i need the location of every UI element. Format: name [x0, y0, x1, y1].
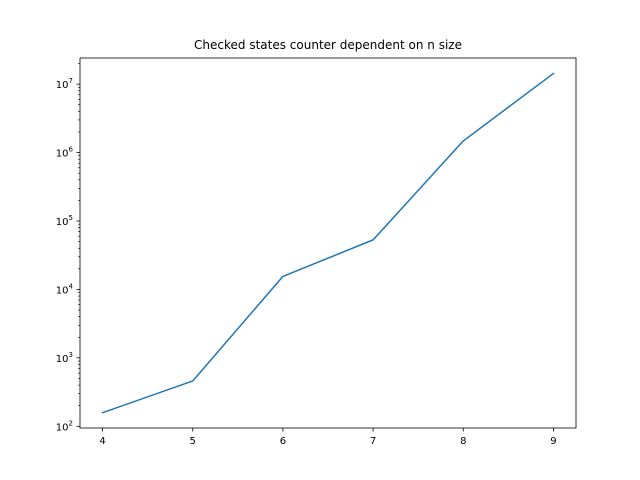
series-line-0 [101, 72, 555, 414]
y-tick-label: 103 [56, 351, 73, 365]
x-tick-label: 8 [460, 436, 466, 447]
x-tick-label: 7 [370, 436, 376, 447]
x-tick-label: 9 [550, 436, 556, 447]
y-tick-label: 106 [56, 146, 74, 160]
x-tick-label: 4 [99, 436, 105, 447]
plot-area [101, 72, 555, 414]
chart-title: Checked states counter dependent on n si… [194, 38, 462, 52]
y-tick-label: 104 [56, 282, 74, 296]
y-tick-label: 102 [56, 419, 73, 433]
y-tick-label: 105 [56, 214, 73, 228]
axes-frame [79, 57, 577, 429]
x-axis: 4 5 6 7 8 9 [99, 428, 557, 447]
x-tick-label: 5 [190, 436, 196, 447]
y-axis: 102 103 104 105 106 107 [56, 63, 80, 433]
y-tick-label: 107 [56, 77, 73, 91]
x-tick-label: 6 [280, 436, 286, 447]
